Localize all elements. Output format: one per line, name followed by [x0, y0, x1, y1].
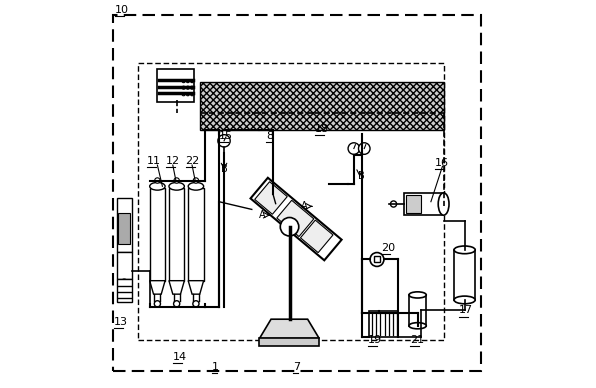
- Text: A: A: [259, 210, 265, 220]
- Bar: [200, 82, 445, 130]
- Circle shape: [187, 93, 190, 96]
- Bar: [300, 220, 333, 253]
- Circle shape: [182, 93, 185, 96]
- Text: 11: 11: [147, 156, 161, 166]
- Text: 13: 13: [114, 317, 128, 327]
- Text: 19: 19: [368, 335, 382, 345]
- Bar: [370, 312, 398, 336]
- Bar: [188, 188, 204, 281]
- Circle shape: [154, 301, 160, 307]
- Ellipse shape: [454, 296, 475, 304]
- Text: 15: 15: [219, 131, 233, 141]
- Bar: [150, 188, 165, 281]
- Bar: [409, 295, 426, 326]
- Circle shape: [193, 301, 199, 307]
- Text: 22: 22: [185, 156, 200, 166]
- Text: 16: 16: [434, 158, 449, 168]
- Ellipse shape: [438, 193, 449, 215]
- Circle shape: [370, 253, 384, 267]
- Bar: [138, 63, 445, 340]
- Text: 1: 1: [212, 362, 219, 372]
- Bar: [117, 198, 132, 252]
- Circle shape: [280, 218, 299, 236]
- Text: 14: 14: [173, 352, 187, 362]
- Ellipse shape: [188, 182, 204, 190]
- Circle shape: [155, 178, 160, 183]
- Circle shape: [218, 135, 230, 147]
- Circle shape: [182, 86, 185, 89]
- Circle shape: [193, 178, 198, 183]
- Circle shape: [390, 201, 396, 207]
- Bar: [250, 178, 342, 260]
- Bar: [157, 69, 194, 102]
- Polygon shape: [188, 281, 204, 294]
- Text: B: B: [221, 164, 228, 174]
- Bar: [374, 256, 380, 262]
- Polygon shape: [169, 281, 184, 294]
- Circle shape: [191, 86, 194, 89]
- Bar: [117, 279, 132, 302]
- Text: 17: 17: [459, 305, 473, 315]
- Circle shape: [121, 279, 128, 286]
- Text: 18: 18: [315, 124, 328, 134]
- Bar: [406, 195, 421, 213]
- Text: 12: 12: [166, 156, 181, 166]
- Bar: [277, 200, 314, 237]
- Circle shape: [174, 178, 179, 183]
- Bar: [259, 338, 319, 346]
- Text: 20: 20: [381, 242, 395, 253]
- Text: 7: 7: [293, 362, 300, 372]
- Bar: [404, 193, 442, 215]
- Text: 10: 10: [115, 5, 129, 15]
- Ellipse shape: [454, 246, 475, 254]
- Text: B: B: [358, 170, 365, 180]
- Text: A: A: [301, 201, 308, 211]
- Ellipse shape: [169, 182, 184, 190]
- Circle shape: [348, 143, 359, 154]
- Circle shape: [191, 80, 194, 83]
- Polygon shape: [259, 319, 319, 338]
- Circle shape: [187, 80, 190, 83]
- Bar: [254, 182, 287, 214]
- Ellipse shape: [150, 182, 165, 190]
- Bar: [117, 252, 132, 279]
- Ellipse shape: [409, 323, 426, 329]
- Circle shape: [182, 80, 185, 83]
- Circle shape: [187, 86, 190, 89]
- Text: 21: 21: [409, 335, 424, 345]
- Bar: [118, 213, 131, 244]
- Bar: [454, 250, 475, 300]
- Polygon shape: [150, 281, 165, 294]
- Bar: [169, 188, 184, 281]
- Circle shape: [173, 301, 180, 307]
- Circle shape: [191, 93, 194, 96]
- Text: 8: 8: [266, 131, 274, 141]
- Circle shape: [358, 143, 370, 154]
- Ellipse shape: [409, 292, 426, 298]
